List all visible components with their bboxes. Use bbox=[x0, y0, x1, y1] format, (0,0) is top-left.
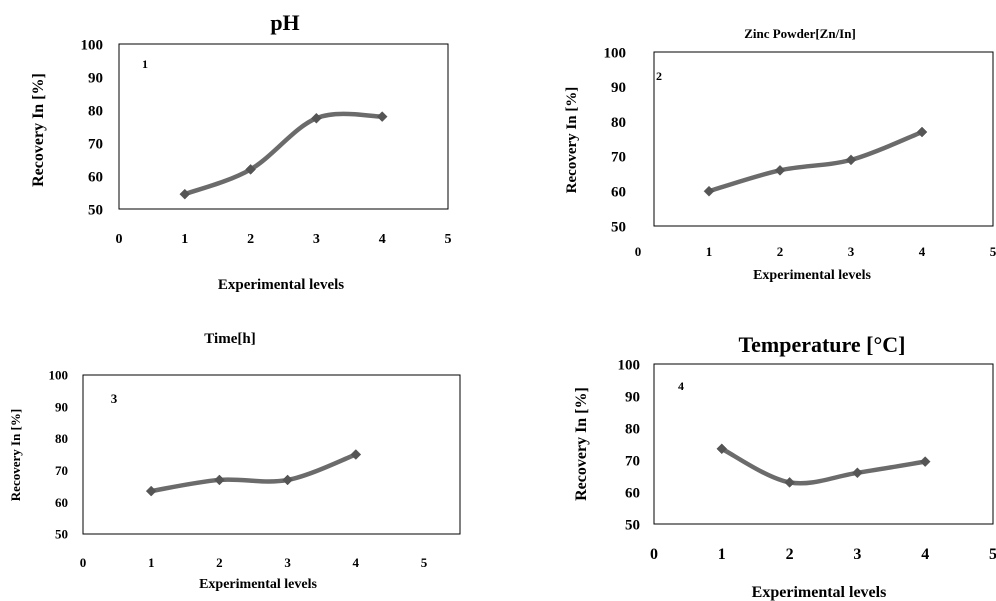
plot-frame bbox=[118, 43, 449, 210]
x-tick-label: 1 bbox=[706, 244, 713, 259]
y-tick-label: 50 bbox=[55, 527, 68, 542]
y-tick-label: 90 bbox=[611, 80, 626, 96]
chart-panel-2: Zinc Powder[Zn/In] 2 50 60 70 80 90 100 0 1 2 3 4 5 Ex… bbox=[564, 26, 996, 283]
y-tick-label: 90 bbox=[55, 399, 68, 414]
panel-label: 3 bbox=[111, 391, 118, 406]
chart-panel-1: pH 1 50 60 70 80 90 100 0 1 2 3 4 5 Experimental level… bbox=[30, 10, 452, 293]
x-tick-label: 2 bbox=[786, 546, 794, 563]
x-tick-label: 2 bbox=[216, 555, 223, 570]
data-point-2 bbox=[245, 164, 256, 175]
x-tick-label: 4 bbox=[353, 555, 360, 570]
y-axis-label: Recovery In [%] bbox=[564, 87, 580, 194]
y-tick-label: 100 bbox=[618, 357, 641, 373]
y-tick-label: 60 bbox=[611, 184, 626, 200]
x-tick-label: 0 bbox=[650, 546, 658, 563]
y-tick-label: 50 bbox=[611, 219, 626, 235]
y-tick-label: 100 bbox=[604, 45, 627, 61]
x-tick-label: 4 bbox=[379, 232, 386, 247]
x-tick-label: 1 bbox=[181, 232, 188, 247]
data-point-1 bbox=[179, 188, 191, 200]
x-tick-label: 4 bbox=[919, 244, 926, 259]
x-tick-label: 0 bbox=[116, 232, 123, 247]
x-tick-label: 3 bbox=[284, 555, 291, 570]
y-tick-label: 50 bbox=[88, 202, 103, 218]
data-point-2 bbox=[784, 477, 795, 488]
x-tick-label: 0 bbox=[635, 244, 642, 259]
x-tick-label: 1 bbox=[148, 555, 155, 570]
chart-title: Zinc Powder[Zn/In] bbox=[744, 26, 856, 41]
y-tick-label: 70 bbox=[88, 136, 103, 152]
data-point-1 bbox=[716, 443, 728, 455]
y-tick-label: 60 bbox=[625, 485, 640, 501]
data-point-4 bbox=[376, 111, 388, 122]
plot-frame bbox=[82, 374, 461, 535]
series-line-1 bbox=[706, 129, 925, 194]
x-tick-label: 3 bbox=[853, 546, 861, 563]
data-point-3 bbox=[845, 154, 857, 166]
y-tick-label: 50 bbox=[625, 517, 640, 533]
data-point-2 bbox=[774, 164, 786, 176]
x-tick-label: 5 bbox=[990, 244, 996, 259]
y-tick-label: 70 bbox=[611, 150, 626, 166]
data-point-3 bbox=[282, 474, 293, 486]
x-tick-label: 3 bbox=[848, 244, 855, 259]
y-tick-label: 60 bbox=[55, 495, 68, 510]
y-tick-label: 70 bbox=[55, 463, 68, 478]
x-tick-label: 1 bbox=[718, 546, 726, 563]
data-point-2 bbox=[214, 474, 225, 486]
panel-label: 2 bbox=[656, 69, 662, 83]
x-tick-label: 5 bbox=[421, 555, 428, 570]
y-tick-label: 80 bbox=[625, 421, 640, 437]
y-tick-label: 80 bbox=[611, 115, 626, 131]
x-tick-label: 3 bbox=[313, 232, 320, 247]
y-tick-label: 100 bbox=[81, 37, 104, 53]
chart-title: pH bbox=[270, 10, 299, 35]
x-axis-label: Experimental levels bbox=[752, 584, 887, 601]
y-axis-label: Recovery In [%] bbox=[8, 409, 23, 501]
y-axis-label: Recovery In [%] bbox=[573, 387, 590, 501]
series-line-1 bbox=[182, 111, 385, 197]
data-point-1 bbox=[145, 485, 157, 497]
y-tick-label: 80 bbox=[88, 103, 103, 119]
y-tick-label: 90 bbox=[625, 389, 640, 405]
data-point-4 bbox=[350, 449, 362, 460]
chart-title: Time[h] bbox=[204, 331, 255, 347]
chart-panel-3: Time[h] 3 50 60 70 80 90 100 0 1 2 3 4 5 Experimental … bbox=[8, 331, 461, 592]
y-tick-label: 80 bbox=[55, 431, 68, 446]
x-tick-label: 5 bbox=[445, 232, 452, 247]
x-axis-label: Experimental levels bbox=[199, 577, 317, 592]
x-tick-label: 5 bbox=[989, 546, 996, 563]
plot-frame bbox=[653, 51, 994, 227]
y-tick-label: 90 bbox=[88, 70, 103, 86]
x-tick-label: 2 bbox=[247, 232, 254, 247]
panel-label: 4 bbox=[678, 379, 684, 393]
data-point-1 bbox=[703, 185, 715, 197]
data-point-3 bbox=[311, 112, 322, 124]
y-tick-label: 70 bbox=[625, 453, 640, 469]
x-axis-label: Experimental levels bbox=[218, 277, 344, 293]
x-axis-label: Experimental levels bbox=[753, 268, 871, 283]
series-line-1 bbox=[148, 452, 359, 494]
y-tick-label: 100 bbox=[49, 368, 69, 383]
x-tick-label: 2 bbox=[777, 244, 784, 259]
panel-label: 1 bbox=[142, 57, 148, 71]
chart-title: Temperature [°C] bbox=[738, 332, 905, 357]
y-tick-label: 60 bbox=[88, 169, 103, 185]
data-point-3 bbox=[852, 467, 863, 479]
series-line-1 bbox=[719, 446, 928, 486]
x-tick-label: 4 bbox=[921, 546, 929, 563]
y-axis-label: Recovery In [%] bbox=[30, 73, 47, 187]
chart-panel-4: Temperature [°C] 4 50 60 70 80 90 100 0 1 2 3 4 5 Expe… bbox=[573, 332, 996, 601]
data-point-4 bbox=[916, 126, 928, 138]
x-tick-label: 0 bbox=[80, 555, 87, 570]
plot-frame bbox=[653, 363, 994, 525]
data-point-4 bbox=[919, 456, 931, 467]
